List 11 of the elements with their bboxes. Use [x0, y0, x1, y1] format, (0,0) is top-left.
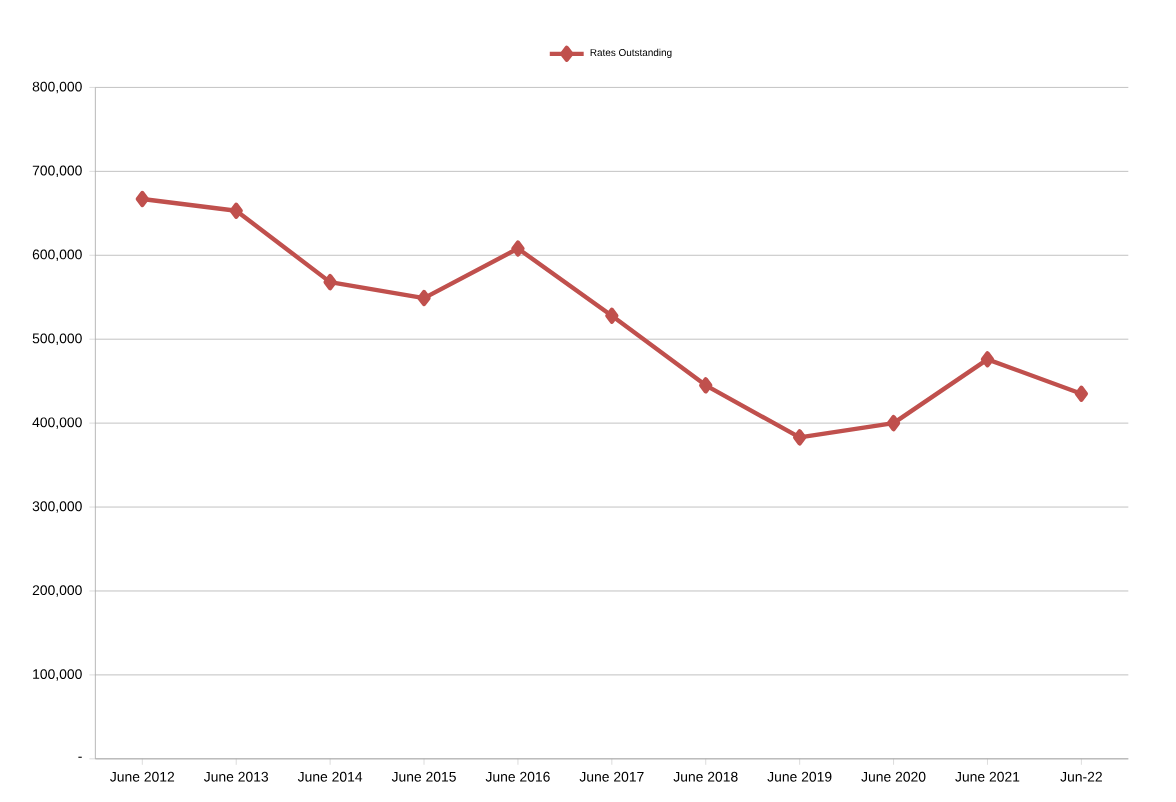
point [605, 307, 619, 324]
point [1074, 385, 1089, 402]
point [511, 240, 525, 257]
point [980, 350, 995, 368]
point [323, 273, 337, 291]
point [135, 190, 149, 207]
point [417, 289, 431, 306]
point [886, 414, 901, 432]
point [793, 428, 807, 446]
point [229, 202, 243, 219]
point [699, 376, 713, 394]
